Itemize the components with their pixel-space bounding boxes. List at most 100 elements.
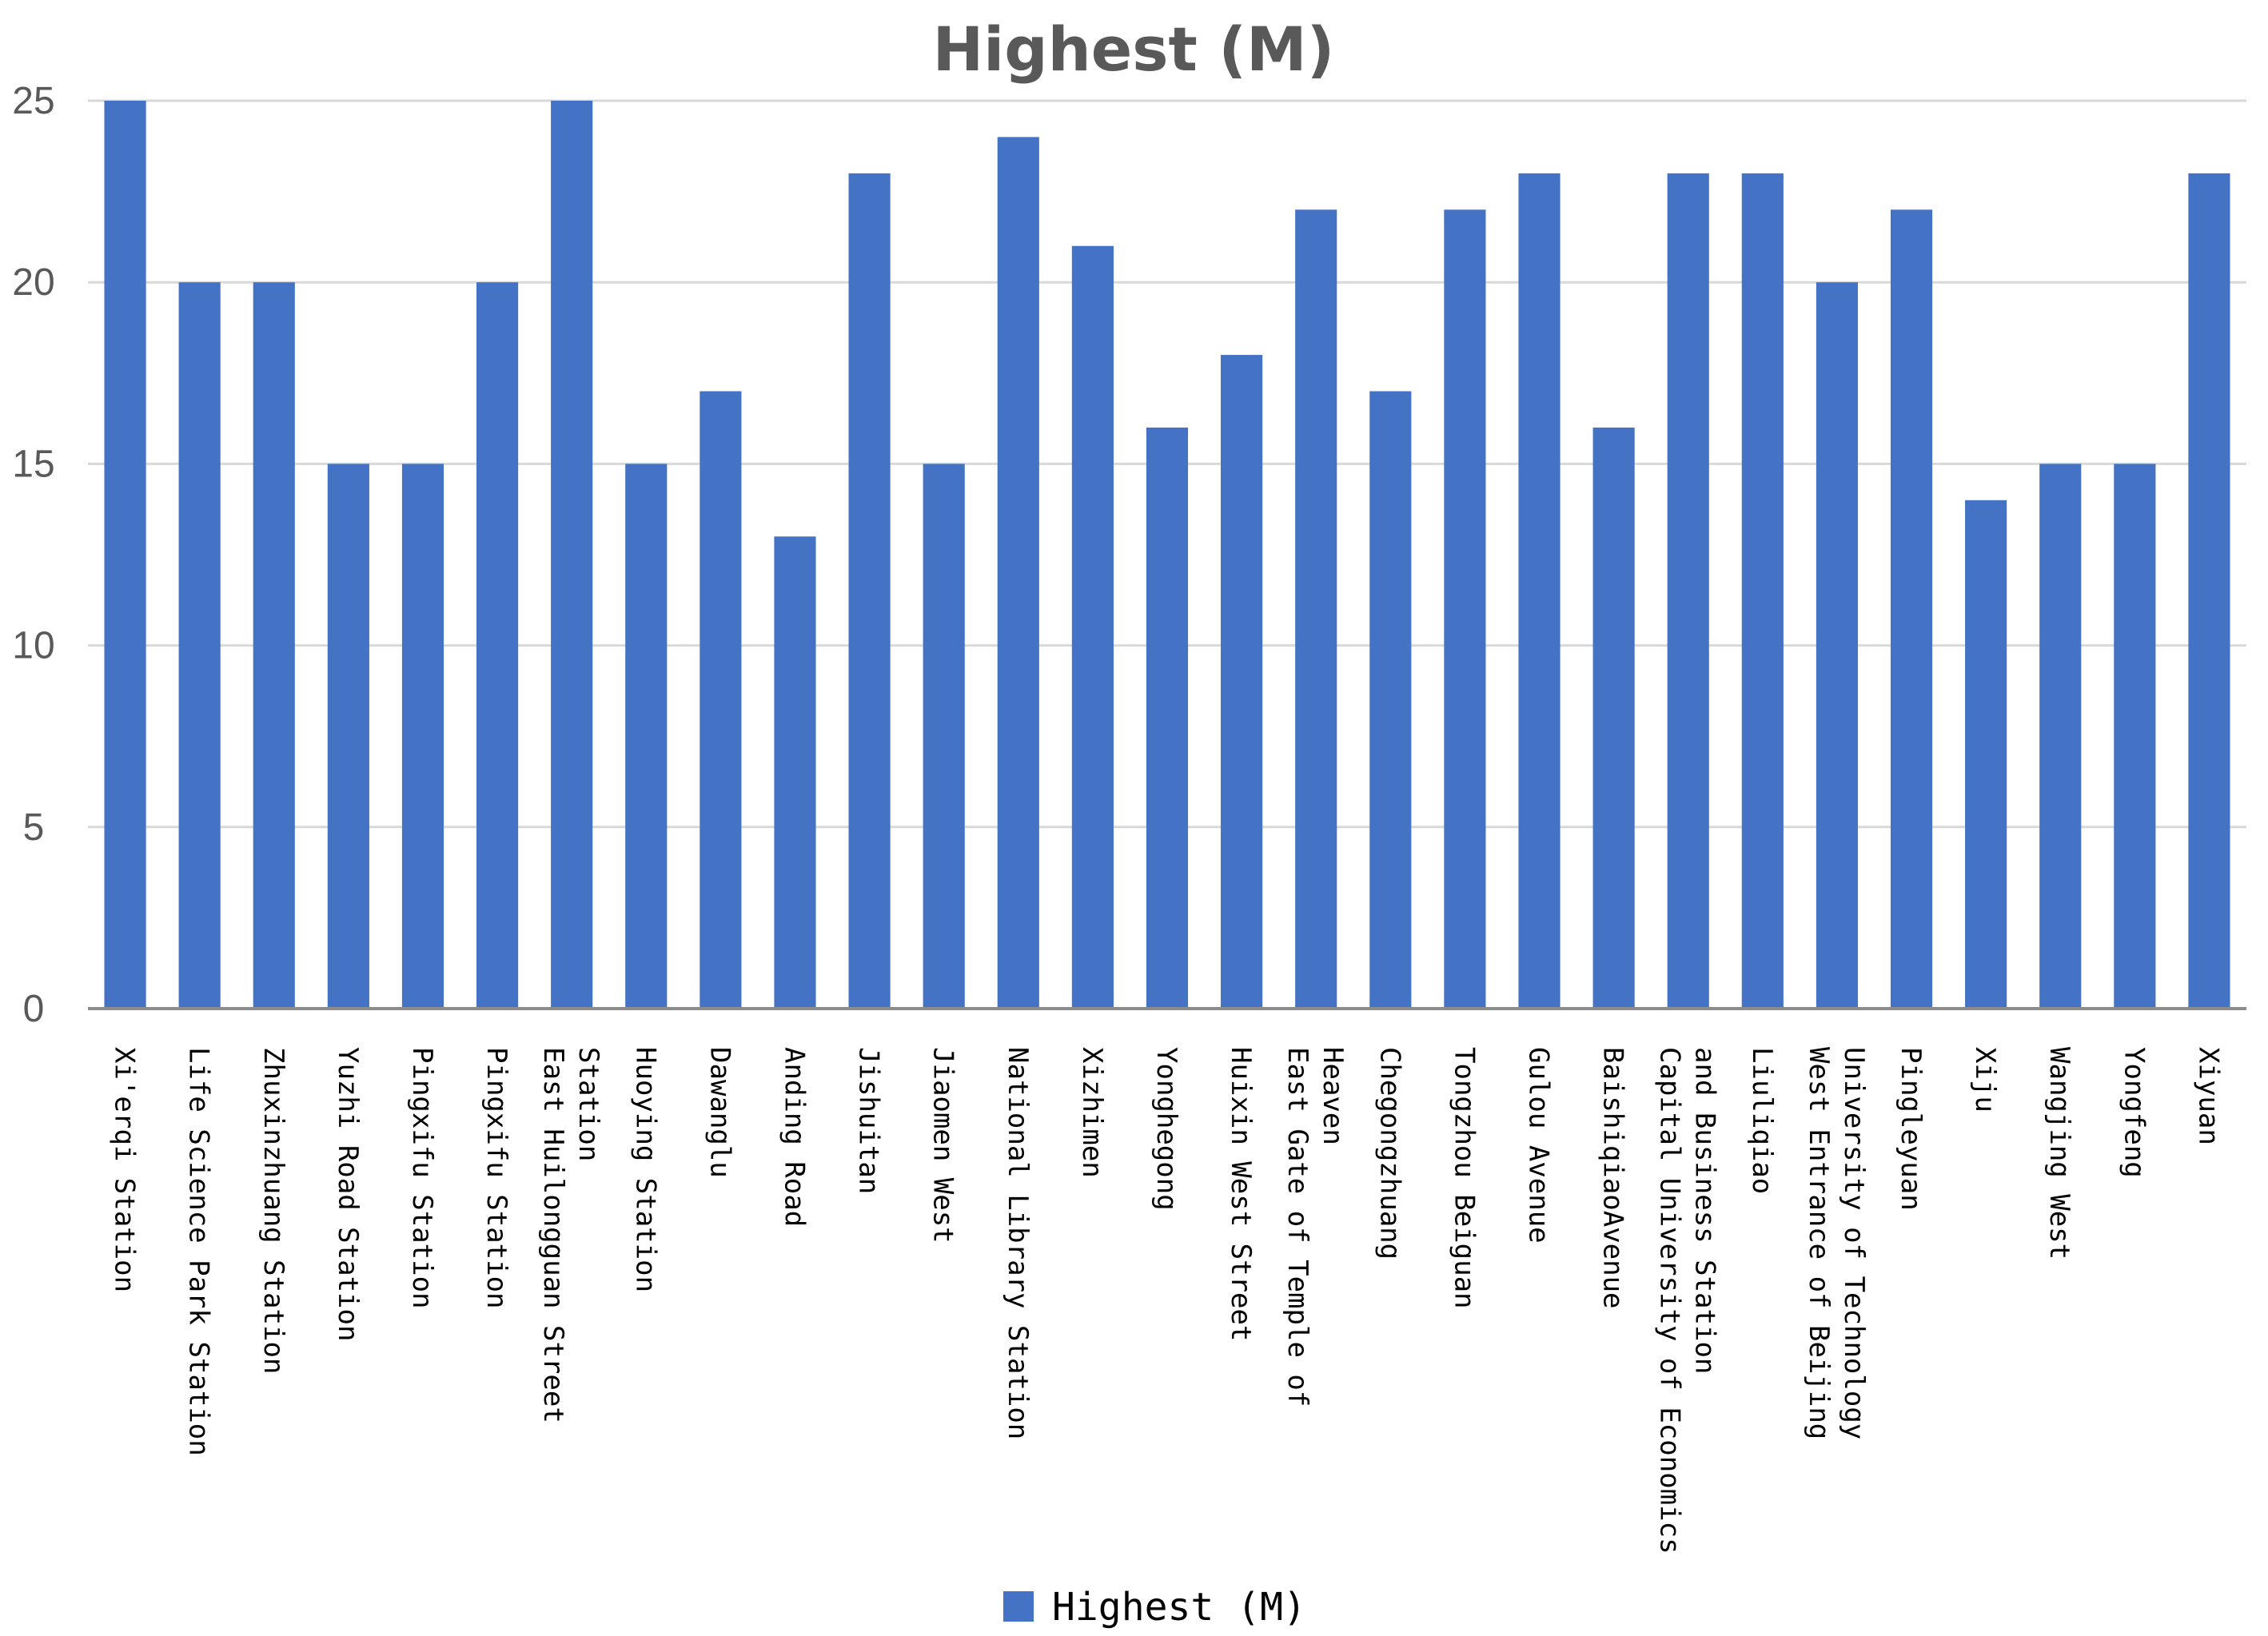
x-tick-line: Tongzhou Beiguan [1448, 1047, 1480, 1309]
bar [1221, 355, 1263, 1009]
bar [2039, 464, 2082, 1009]
x-tick-label: Xiyuan [2192, 1047, 2224, 1145]
x-tick-line: University of Technology [1838, 1047, 1870, 1439]
bar [1667, 173, 1709, 1009]
x-tick-line: Huixin West Street [1225, 1047, 1257, 1341]
x-tick-line: Xiju [1969, 1047, 2001, 1113]
x-tick-label: Yuzhi Road Station [332, 1047, 364, 1341]
x-tick-label: Jiaomen West [927, 1047, 959, 1244]
x-tick-line: Liuliqiao [1746, 1047, 1778, 1194]
x-tick-line: Pingxifu Station [480, 1047, 512, 1309]
x-tick-line: Huoying Station [629, 1047, 661, 1292]
y-tick-label: 10 [12, 625, 54, 667]
x-tick-label: Huixin West Street [1225, 1047, 1257, 1341]
x-tick-label: Zhuxinzhuang Station [257, 1047, 289, 1374]
bar [1592, 427, 1635, 1009]
bar [1369, 391, 1412, 1009]
bar [625, 464, 668, 1009]
x-tick-label: Pingxifu Station [480, 1047, 512, 1309]
x-tick-line: Anding Road [778, 1047, 810, 1227]
bar [178, 282, 221, 1009]
x-tick-line: Chegongzhuang [1373, 1047, 1405, 1260]
x-tick-line: Pingleyuan [1895, 1047, 1927, 1211]
x-tick-line: Life Science Park Station [183, 1047, 215, 1456]
x-tick-line: East Huilongguan Street [537, 1047, 569, 1423]
x-tick-line: Yongfeng [2118, 1047, 2150, 1178]
x-tick-label: Tongzhou Beiguan [1448, 1047, 1480, 1309]
x-tick-label: Pingxifu Station [406, 1047, 438, 1309]
y-tick-label: 5 [23, 806, 45, 849]
x-tick-line: Jiaomen West [927, 1047, 959, 1244]
y-tick-label: 25 [12, 80, 54, 122]
x-tick-line: Gulou Avenue [1523, 1047, 1555, 1244]
x-tick-label: East Gate of Temple of Heaven [1281, 1047, 1349, 1407]
x-tick-line: National Library Station [1002, 1047, 1034, 1439]
x-tick-label: National Library Station [1002, 1047, 1034, 1439]
x-tick-line: Xizhimen [1076, 1047, 1108, 1178]
y-axis-ticks: 0 5 10 15 20 25 [12, 80, 54, 1030]
bar [1146, 427, 1189, 1009]
x-tick-label: Liuliqiao [1746, 1047, 1778, 1194]
x-tick-label: Yongfeng [2118, 1047, 2150, 1178]
bar [401, 464, 444, 1009]
chart-title: Highest (M) [933, 14, 1335, 85]
legend-label: Highest (M) [1052, 1585, 1306, 1630]
y-tick-label: 0 [23, 988, 45, 1030]
x-tick-label: Yonghegong [1150, 1047, 1182, 1211]
x-tick-label: Life Science Park Station [183, 1047, 215, 1456]
x-tick-label: West Entrance of Beijing University of Te… [1803, 1047, 1870, 1439]
y-tick-label: 15 [12, 443, 54, 485]
x-tick-line: Wangjing West [2043, 1047, 2075, 1260]
x-tick-line: Capital University of Economics [1654, 1047, 1686, 1554]
x-tick-line: Dawanglu [704, 1047, 735, 1178]
bar [997, 137, 1039, 1009]
bar [848, 173, 891, 1009]
x-tick-line: Jishuitan [853, 1047, 885, 1194]
bar [327, 464, 369, 1009]
x-tick-label: Wangjing West [2043, 1047, 2075, 1260]
bar [2188, 173, 2230, 1009]
bar [551, 101, 593, 1009]
x-tick-label: Anding Road [778, 1047, 810, 1227]
x-tick-label: Gulou Avenue [1523, 1047, 1555, 1244]
x-tick-line: Xi'erqi Station [109, 1047, 141, 1292]
x-tick-line: Yonghegong [1150, 1047, 1182, 1211]
bar [253, 282, 295, 1009]
bar [1741, 173, 1784, 1009]
bar [1890, 209, 1933, 1009]
x-tick-line: Zhuxinzhuang Station [257, 1047, 289, 1374]
x-axis-ticks: Xi'erqi Station Life Science Park Station… [109, 1047, 2225, 1554]
legend-swatch [1003, 1591, 1034, 1622]
x-tick-line: and Business Station [1689, 1047, 1721, 1374]
bar [476, 282, 519, 1009]
x-tick-label: Xiju [1969, 1047, 2001, 1113]
x-tick-line: Yuzhi Road Station [332, 1047, 364, 1341]
x-tick-line: Heaven [1317, 1047, 1349, 1145]
x-tick-label: Huoying Station [629, 1047, 661, 1292]
x-tick-label: Chegongzhuang [1373, 1047, 1405, 1260]
bar [700, 391, 742, 1009]
bar [1295, 209, 1337, 1009]
bar [104, 101, 146, 1009]
y-tick-label: 20 [12, 261, 54, 304]
x-tick-line: Pingxifu Station [406, 1047, 438, 1309]
bar [1518, 173, 1560, 1009]
bar [2114, 464, 2156, 1009]
x-tick-label: Capital University of Economics and Busin… [1654, 1047, 1721, 1554]
x-tick-label: Pingleyuan [1895, 1047, 1927, 1211]
x-tick-label: BaishiqiaoAvenue [1597, 1047, 1629, 1309]
bar [923, 464, 965, 1009]
x-tick-label: Dawanglu [704, 1047, 735, 1178]
bar [1071, 245, 1114, 1009]
x-tick-line: West Entrance of Beijing [1803, 1047, 1835, 1439]
x-tick-label: Xizhimen [1076, 1047, 1108, 1178]
bars [104, 101, 2230, 1009]
x-tick-line: Xiyuan [2192, 1047, 2224, 1145]
x-tick-label: East Huilongguan Street Station [537, 1047, 604, 1423]
bar [1965, 500, 2007, 1009]
x-tick-line: BaishiqiaoAvenue [1597, 1047, 1629, 1309]
bar [774, 536, 816, 1009]
x-tick-label: Xi'erqi Station [109, 1047, 141, 1292]
x-tick-label: Jishuitan [853, 1047, 885, 1194]
